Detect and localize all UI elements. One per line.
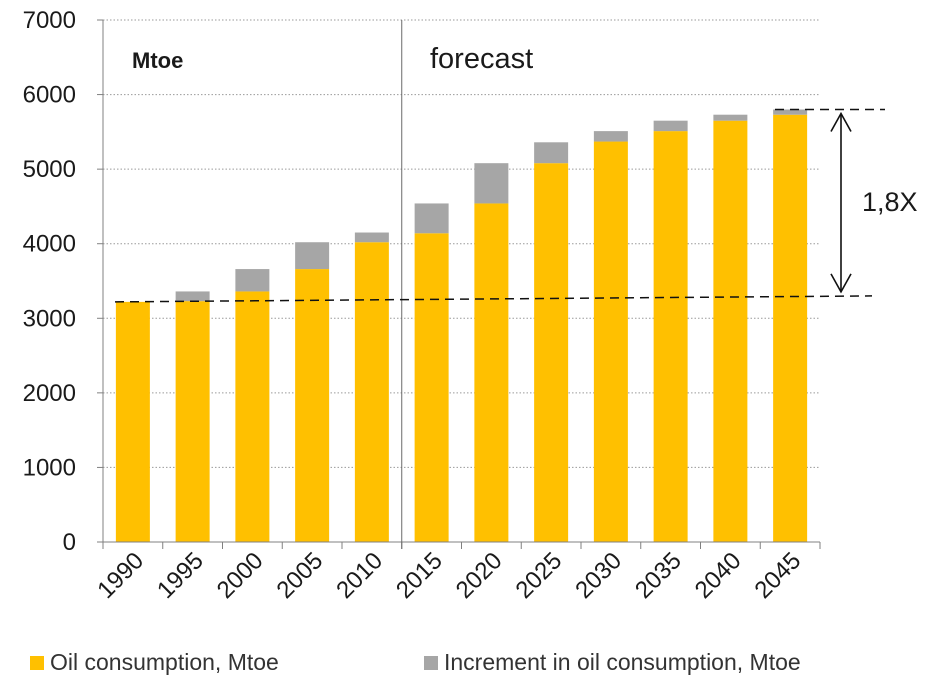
y-tick-label: 6000 [23,82,76,109]
legend-label-oil-consumption: Oil consumption, Mtoe [50,649,279,675]
legend-label-increment: Increment in oil consumption, Mtoe [444,649,801,675]
growth-arrow-head-down [830,273,852,294]
legend-swatch-increment [424,656,438,670]
y-tick-label: 7000 [23,7,76,34]
bar-increment [235,269,270,292]
bar-oil-consumption [773,114,808,542]
bars [115,109,808,543]
x-tick-label: 2040 [690,547,747,604]
baseline-dashed-line [114,295,873,303]
bar-oil-consumption [414,233,449,542]
bar-oil-consumption [295,269,330,542]
x-tick-label: 2030 [570,547,627,604]
unit-label: Mtoe [132,48,183,73]
gridlines [103,19,820,468]
legend-swatch-oil-consumption [30,656,44,670]
bar-oil-consumption [713,120,748,543]
bar-oil-consumption [653,131,688,542]
bar-increment [773,109,808,115]
bar-increment [713,114,748,121]
bar-oil-consumption [593,141,628,542]
bar-increment [354,232,389,243]
bar-increment [593,131,628,142]
bar-increment [534,142,569,164]
x-tick-labels: 1990 1995 2000 2005 2010 2015 2020 2025 2030 2035… [92,547,806,604]
bar-oil-consumption [115,301,150,542]
bar-oil-consumption [175,301,210,542]
annotations: Mtoe forecast 1,8X [114,20,918,549]
bar-oil-consumption [235,291,270,542]
bar-increment [175,291,210,302]
x-tick-label: 2035 [630,547,687,604]
y-tick-label: 2000 [23,380,76,407]
forecast-label: forecast [430,43,533,75]
x-tick-label: 2015 [391,547,448,604]
y-tick-label: 0 [63,529,76,556]
x-tick-label: 1995 [152,547,209,604]
growth-arrow-head-up [830,111,852,132]
y-tick-label: 5000 [23,156,76,183]
x-tick-label: 2005 [272,547,329,604]
legend: Oil consumption, Mtoe Increment in oil co… [30,649,801,675]
y-tick-label: 1000 [23,454,76,481]
y-tick-labels: 0 1000 2000 3000 4000 5000 6000 7000 [23,7,76,556]
bar-increment [295,242,330,270]
x-tick-label: 2010 [331,547,388,604]
x-tick-label: 1990 [92,547,149,604]
x-tick-label: 2025 [511,547,568,604]
y-tick-label: 4000 [23,231,76,258]
bar-oil-consumption [474,203,509,542]
x-tick-label: 2000 [212,547,269,604]
growth-label: 1,8X [862,187,918,217]
axes [97,19,821,549]
bar-oil-consumption [354,242,389,543]
bar-increment [653,120,688,132]
bar-increment [414,203,449,234]
x-tick-label: 2045 [750,547,807,604]
y-tick-label: 3000 [23,305,76,332]
x-tick-label: 2020 [451,547,508,604]
bar-oil-consumption [534,163,569,543]
bar-increment [474,163,509,204]
